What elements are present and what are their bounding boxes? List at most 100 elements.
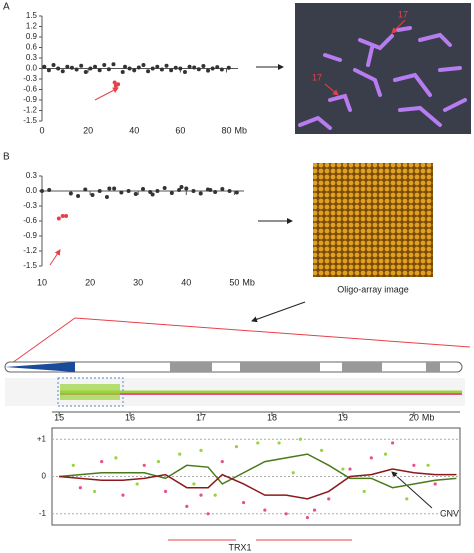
point: [97, 189, 102, 193]
fish-image: [295, 3, 471, 134]
point: [177, 188, 182, 192]
x-tick-label: 60: [175, 125, 185, 135]
point: [106, 67, 111, 72]
y-tick-label: 0.0: [26, 186, 38, 195]
point: [341, 467, 345, 471]
point: [56, 66, 61, 71]
point: [433, 482, 437, 486]
y-tick-label: -0.6: [23, 85, 37, 94]
point: [192, 482, 196, 486]
point: [60, 214, 65, 218]
point: [169, 68, 174, 73]
point: [112, 186, 117, 191]
x-unit: Mb: [242, 277, 255, 287]
fish-label: 17: [312, 72, 322, 82]
panel-label: A: [3, 2, 10, 13]
point: [169, 191, 174, 195]
x-tick-label: 15: [54, 412, 64, 422]
point: [126, 189, 131, 193]
point: [348, 467, 352, 471]
point: [111, 62, 116, 67]
point: [71, 463, 75, 467]
point: [173, 65, 178, 70]
y-tick-label: -0.9: [23, 231, 37, 240]
point: [156, 459, 161, 464]
point: [298, 437, 302, 441]
point: [206, 512, 210, 516]
point: [107, 186, 112, 191]
y-tick-label: 0: [42, 472, 47, 481]
y-tick-label: 0.9: [26, 32, 38, 41]
point: [191, 189, 196, 193]
panel-label: B: [3, 152, 10, 163]
x-tick-label: 16: [125, 412, 135, 422]
y-tick-label: 0.3: [26, 171, 38, 180]
point: [178, 66, 183, 71]
point: [199, 493, 203, 497]
array-strip: [5, 377, 465, 407]
point: [64, 214, 69, 218]
y-tick-label: 1.2: [26, 22, 38, 31]
x-tick-label: 17: [196, 412, 206, 422]
point: [263, 508, 267, 512]
point: [305, 515, 310, 520]
arrow: [251, 301, 306, 323]
x-unit: Mb: [234, 125, 247, 135]
x-tick-label: 10: [37, 277, 47, 287]
point: [234, 190, 239, 195]
point: [146, 69, 151, 74]
point: [241, 501, 246, 505]
point: [92, 489, 97, 494]
point: [132, 68, 137, 73]
point: [83, 70, 88, 74]
point: [215, 65, 220, 70]
point: [42, 64, 47, 69]
point: [40, 189, 44, 193]
x-tick-label: 20: [83, 125, 93, 135]
point: [219, 67, 224, 72]
fish-label: 17: [398, 9, 408, 19]
point: [327, 497, 331, 501]
point: [187, 64, 192, 69]
point: [196, 67, 201, 72]
point: [182, 70, 187, 74]
point: [133, 192, 138, 196]
x-tick-label: 20: [85, 277, 95, 287]
point: [390, 441, 395, 445]
y-tick-label: -0.6: [23, 216, 37, 225]
point: [164, 63, 169, 68]
point: [206, 68, 211, 73]
point: [412, 463, 416, 467]
y-tick-label: -0.9: [23, 95, 37, 104]
point: [74, 67, 79, 72]
point: [93, 64, 98, 69]
x-tick-label: 20: [409, 412, 419, 422]
point: [155, 189, 160, 193]
point: [213, 190, 218, 194]
x-tick-label: 30: [133, 277, 143, 287]
image-caption: Oligo-array image: [337, 284, 409, 294]
point: [162, 186, 167, 190]
x-tick-label: 80: [221, 125, 231, 135]
x-tick-label: 50: [229, 277, 239, 287]
arrow: [49, 249, 61, 266]
point: [56, 216, 61, 221]
point: [185, 504, 189, 508]
ideogram: [4, 361, 463, 373]
point: [141, 63, 146, 67]
x-tick-label: 0: [39, 125, 44, 135]
y-tick-label: +1: [37, 434, 47, 443]
point: [78, 486, 82, 490]
point: [68, 191, 73, 196]
zoom-line: [4, 317, 471, 369]
point: [184, 186, 189, 191]
oligo-array-image: [313, 163, 433, 277]
point: [97, 68, 102, 73]
point: [141, 187, 145, 191]
point: [123, 64, 128, 69]
y-tick-label: -0.3: [23, 201, 37, 210]
point: [150, 66, 155, 71]
y-tick-label: 0.0: [26, 64, 38, 73]
point: [121, 493, 125, 497]
